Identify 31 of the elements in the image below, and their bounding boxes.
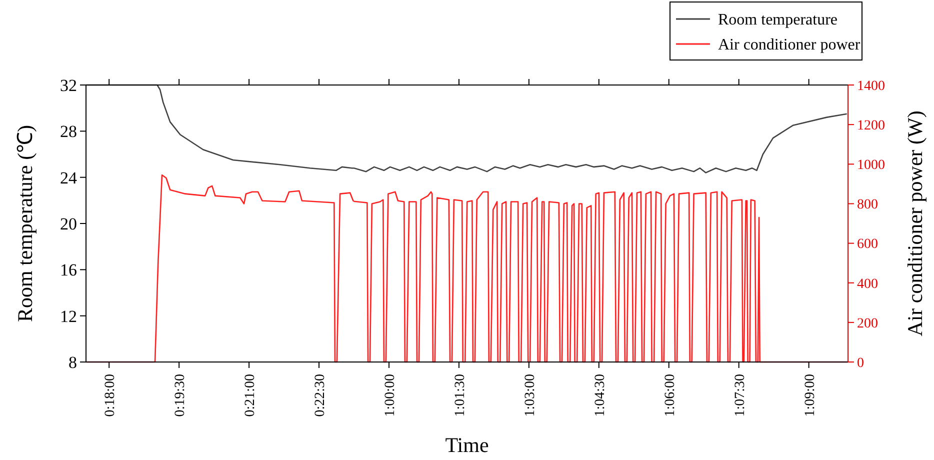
x-tick-label: 1:06:00 bbox=[662, 374, 678, 417]
y-tick-label: 16 bbox=[60, 260, 77, 280]
x-tick-label: 1:03:00 bbox=[522, 374, 538, 417]
y-tick-label: 28 bbox=[60, 122, 77, 142]
x-tick-label: 0:22:30 bbox=[313, 374, 328, 417]
x-tick-label: 1:07:30 bbox=[732, 374, 748, 417]
y2-tick-label: 400 bbox=[857, 276, 878, 292]
x-tick-label: 1:00:00 bbox=[382, 374, 398, 417]
y-tick-label: 24 bbox=[60, 168, 78, 188]
y-tick-label: 12 bbox=[60, 306, 77, 326]
y2-tick-label: 1200 bbox=[857, 118, 885, 134]
x-tick-label: 1:04:30 bbox=[592, 374, 608, 417]
x-tick-label: 1:01:30 bbox=[452, 374, 468, 417]
y2-tick-label: 800 bbox=[857, 198, 878, 213]
y2-tick-label: 200 bbox=[857, 316, 878, 332]
x-tick-label: 1:09:00 bbox=[802, 374, 818, 417]
x-axis-title: Time bbox=[445, 433, 489, 457]
y-tick-label: 32 bbox=[60, 76, 77, 95]
x-tick-label: 0:19:30 bbox=[173, 374, 188, 417]
legend-label: Air conditioner power bbox=[718, 36, 861, 54]
y2-tick-label: 0 bbox=[857, 356, 864, 371]
y2-tick-label: 1400 bbox=[857, 78, 885, 94]
y-tick-label: 8 bbox=[68, 352, 77, 372]
x-tick-label: 0:18:00 bbox=[103, 374, 118, 417]
legend-label: Room temperature bbox=[718, 12, 838, 29]
x-tick-label: 0:21:00 bbox=[243, 374, 258, 417]
y2-tick-label: 600 bbox=[857, 237, 878, 252]
y-tick-label: 20 bbox=[60, 214, 77, 234]
y2-axis-title: Air conditioner power (W) bbox=[903, 110, 927, 336]
y-axis-title: Room temperature (℃) bbox=[13, 124, 37, 322]
y2-tick-label: 1000 bbox=[857, 158, 885, 174]
